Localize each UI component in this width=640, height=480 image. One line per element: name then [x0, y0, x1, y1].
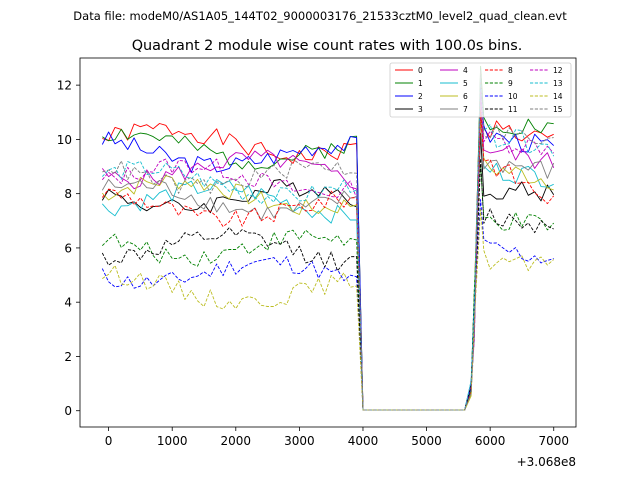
y-tick-label: 4: [64, 296, 72, 310]
legend-label-12: 12: [553, 66, 563, 75]
series-line-15: [102, 70, 554, 411]
legend-label-13: 13: [553, 79, 563, 88]
y-tick-label: 12: [57, 79, 72, 93]
x-offset-label: +3.068e8: [517, 455, 576, 469]
data-file-label: Data file: modeM0/AS1A05_144T02_90000031…: [73, 9, 567, 23]
series-line-8: [101, 110, 555, 411]
legend-frame: [389, 62, 572, 118]
series-line-0: [102, 79, 554, 411]
x-tick-label: 5000: [411, 434, 442, 448]
series-line-7: [101, 104, 555, 411]
x-tick-label: 4000: [348, 434, 379, 448]
legend-label-8: 8: [508, 66, 513, 75]
series-layer: [101, 65, 555, 411]
legend-label-9: 9: [508, 79, 513, 88]
x-tick-label: 6000: [475, 434, 506, 448]
x-tick-label: 2000: [221, 434, 252, 448]
axes-frame: [79, 57, 577, 428]
legend-label-10: 10: [508, 92, 518, 101]
legend-label-7: 7: [463, 105, 468, 114]
series-line-4: [101, 100, 555, 411]
legend-label-5: 5: [463, 79, 468, 88]
y-tick-label: 8: [64, 187, 72, 201]
series-line-1: [102, 65, 554, 411]
legend-label-11: 11: [508, 105, 518, 114]
x-tick-label: 0: [105, 434, 113, 448]
series-line-14: [102, 208, 554, 411]
x-tick-label: 1000: [157, 434, 188, 448]
series-line-12: [101, 90, 555, 411]
series-line-11: [101, 158, 554, 411]
chart-title: Quadrant 2 module wise count rates with …: [132, 38, 523, 54]
legend-label-14: 14: [553, 92, 563, 101]
legend-label-4: 4: [463, 66, 468, 75]
legend-label-0: 0: [418, 66, 423, 75]
x-tick-label: 3000: [284, 434, 315, 448]
y-tick-label: 2: [64, 350, 72, 364]
legend-label-2: 2: [418, 92, 423, 101]
series-line-10: [101, 199, 554, 411]
series-line-9: [101, 164, 555, 411]
series-line-5: [101, 113, 554, 411]
legend-label-15: 15: [553, 105, 563, 114]
series-line-2: [101, 87, 555, 411]
series-line-13: [101, 76, 555, 411]
legend-label-3: 3: [418, 105, 423, 114]
legend-label-1: 1: [418, 79, 423, 88]
y-tick-label: 6: [64, 241, 72, 255]
x-tick-label: 7000: [538, 434, 569, 448]
y-tick-label: 10: [57, 133, 72, 147]
series-line-3: [101, 133, 555, 411]
series-line-6: [101, 118, 554, 411]
y-tick-label: 0: [64, 404, 72, 418]
legend-label-6: 6: [463, 92, 468, 101]
